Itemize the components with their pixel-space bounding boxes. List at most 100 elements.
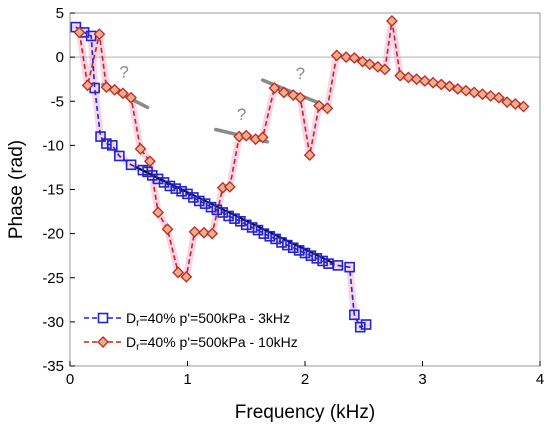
series-1-point-44	[451, 82, 464, 95]
series-1-point-50	[501, 96, 514, 109]
series-1-point-21	[256, 131, 269, 144]
series-1-point-2	[93, 28, 106, 41]
series-0-point-27	[240, 219, 252, 231]
series-1-point-26	[303, 149, 316, 162]
series-0-point-21	[205, 201, 217, 213]
y-tick-label-6: -25	[42, 270, 64, 287]
series-0-point-29	[252, 224, 264, 236]
series-0-point-5	[101, 138, 112, 149]
series-1-point-42	[435, 78, 448, 91]
series-0-point-28	[246, 222, 258, 233]
series-1-point-1	[81, 79, 94, 92]
y-tick-label-5: -20	[42, 226, 64, 243]
series-0-point-13	[158, 177, 170, 188]
series-1-point-23	[277, 86, 290, 99]
series-1-point-14	[198, 226, 210, 239]
series-0-point-19	[193, 195, 205, 207]
series-0-point-31	[264, 230, 276, 242]
legend-label-1: Dr=40% p'=500kPa - 10kHz	[126, 334, 298, 353]
series-1-point-10	[161, 223, 174, 236]
series-1-point-35	[378, 63, 391, 76]
annotation-question-mark-2: ?	[296, 64, 305, 83]
series-1-point-46	[468, 86, 481, 99]
series-1-point-11	[172, 266, 185, 279]
series-1-point-15	[206, 227, 219, 240]
y-axis-title: Phase (rad)	[6, 140, 27, 239]
y-tick-label-0: 5	[56, 5, 64, 22]
legend-label-main-1: D	[126, 334, 136, 350]
series-0-point-43	[344, 261, 355, 273]
series-1-point-25	[294, 91, 307, 104]
series-0-point-44	[349, 309, 360, 321]
series-0-point-8	[125, 159, 137, 171]
series-0-point-38	[305, 250, 317, 261]
x-tick-label-2: 2	[301, 371, 309, 388]
series-0-point-7	[114, 150, 125, 162]
x-tick-label-1: 1	[183, 371, 191, 388]
series-0-point-42	[332, 260, 344, 271]
series-0-point-6	[107, 140, 118, 151]
series-1-point-39	[410, 73, 423, 86]
series-1-point-48	[484, 90, 497, 102]
series-1-point-17	[223, 180, 236, 193]
series-1-point-38	[402, 71, 415, 84]
series-0-point-40	[317, 255, 328, 267]
series-1-point-31	[348, 52, 361, 64]
series-1-point-29	[330, 49, 343, 62]
y-tick-label-4: -15	[42, 182, 64, 199]
series-0-point-25	[229, 213, 240, 224]
series-1-point-0	[73, 26, 86, 39]
series-0-point-34	[282, 239, 293, 251]
series-1-point-47	[476, 88, 489, 101]
legend-label-0: Dr=40% p'=500kPa - 3kHz	[126, 310, 290, 329]
series-1-point-49	[492, 91, 505, 104]
series-1-point-9	[152, 206, 165, 219]
series-0-point-26	[235, 215, 246, 227]
series-1-point-36	[386, 15, 398, 27]
series-1-point-30	[340, 51, 353, 64]
series-0-point-24	[223, 210, 234, 222]
series-0-point-12	[152, 173, 164, 185]
series-1-point-52	[517, 100, 530, 113]
annotation-segment-2	[260, 78, 319, 104]
x-tick-label-4: 4	[536, 371, 544, 388]
series-0-point-30	[258, 228, 270, 239]
series-1-point-6	[125, 91, 138, 104]
series-0-point-46	[360, 319, 372, 330]
series-markers-layer	[70, 15, 530, 333]
series-0-point-16	[176, 185, 187, 197]
legend-label-rest-1: =40% p'=500kPa - 10kHz	[139, 334, 297, 350]
series-0-point-14	[164, 180, 176, 192]
series-0-point-20	[199, 198, 211, 209]
legend-label-subscript-1: r	[136, 342, 140, 353]
legend-label-rest-0: =40% p'=500kPa - 3kHz	[139, 310, 290, 326]
series-1-point-4	[108, 83, 121, 96]
series-0-point-18	[188, 192, 199, 203]
series-1-point-19	[240, 129, 253, 142]
series-1-point-12	[180, 270, 193, 283]
y-tick-label-3: -10	[42, 137, 64, 154]
series-1-point-7	[134, 142, 147, 155]
series-0-point-35	[287, 242, 299, 254]
y-tick-label-1: 0	[56, 49, 64, 66]
series-1-point-5	[116, 87, 129, 100]
series-0-point-32	[270, 233, 281, 245]
legend-label-subscript-0: r	[136, 318, 140, 329]
y-tick-label-8: -35	[42, 358, 64, 375]
x-tick-label-3: 3	[418, 371, 426, 388]
series-0-point-37	[299, 247, 311, 259]
series-0-point-11	[146, 170, 158, 181]
legend-label-main-0: D	[126, 310, 136, 326]
annotation-question-mark-0: ?	[119, 62, 128, 81]
series-1-point-13	[188, 225, 201, 238]
axes-layer: 0 1 2 3 4 5 0 -5 -10 -15 -20 -25 -30 -35 Frequency (kH…	[6, 5, 544, 423]
series-0-point-22	[211, 204, 223, 216]
series-0-point-36	[293, 245, 305, 256]
series-1-point-8	[143, 155, 156, 168]
y-tick-label-2: -5	[51, 93, 64, 110]
legend-marker-1	[97, 336, 109, 348]
series-0-point-17	[182, 188, 193, 200]
legend-marker-0	[97, 312, 109, 324]
